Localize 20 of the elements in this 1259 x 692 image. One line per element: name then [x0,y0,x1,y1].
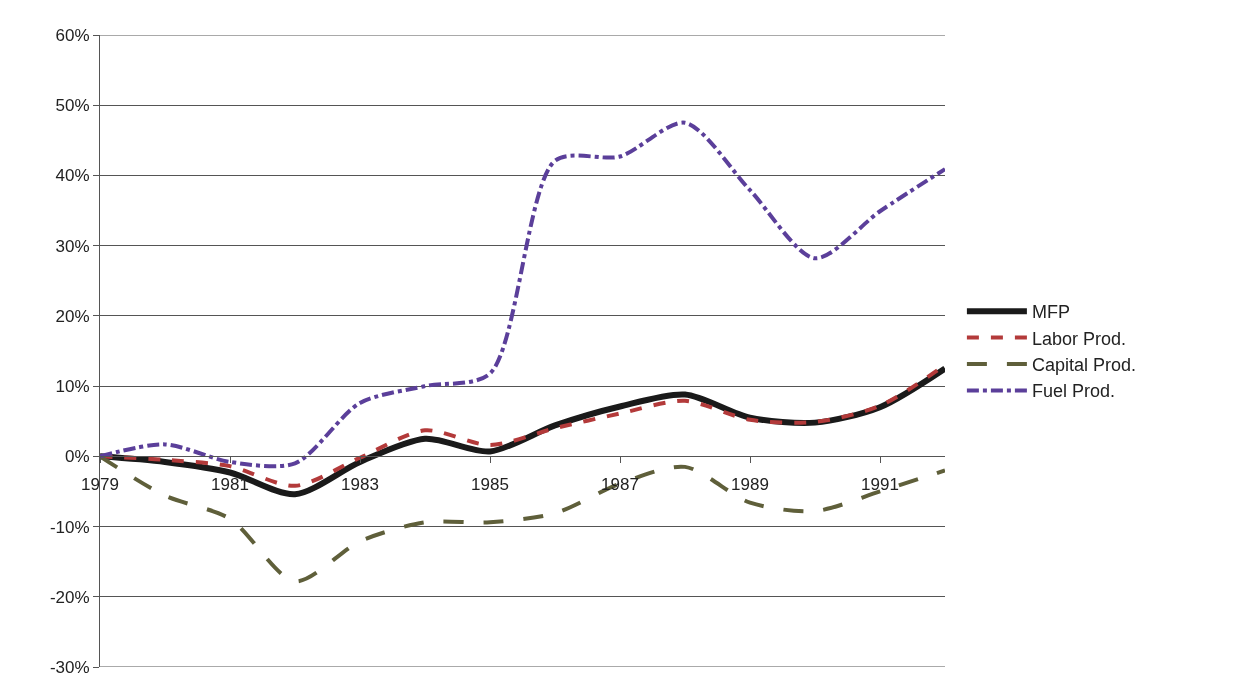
legend-label: Fuel Prod. [1031,381,1115,402]
y-tick-label: -30% [49,657,90,677]
y-tick-label: -10% [49,517,90,537]
y-tick-label: 60% [55,25,90,45]
y-tick-label: 50% [55,96,90,116]
y-tick-label: 10% [55,377,90,397]
y-tick-label: 20% [55,306,90,326]
x-tick-label: 1987 [601,474,639,494]
y-tick-label: 30% [55,236,90,256]
x-tick-label: 1991 [861,474,899,494]
legend-label: MFP [1031,302,1070,323]
y-tick-label: 0% [65,447,90,467]
x-tick-label: 1985 [471,474,509,494]
x-tick-label: 1989 [731,474,769,494]
y-tick-label: -20% [49,587,90,607]
x-tick-label: 1983 [341,474,379,494]
legend-label: Capital Prod. [1031,355,1136,376]
x-tick-label: 1981 [211,474,249,494]
y-tick-label: 40% [55,166,90,186]
legend-label: Labor Prod. [1031,328,1126,349]
